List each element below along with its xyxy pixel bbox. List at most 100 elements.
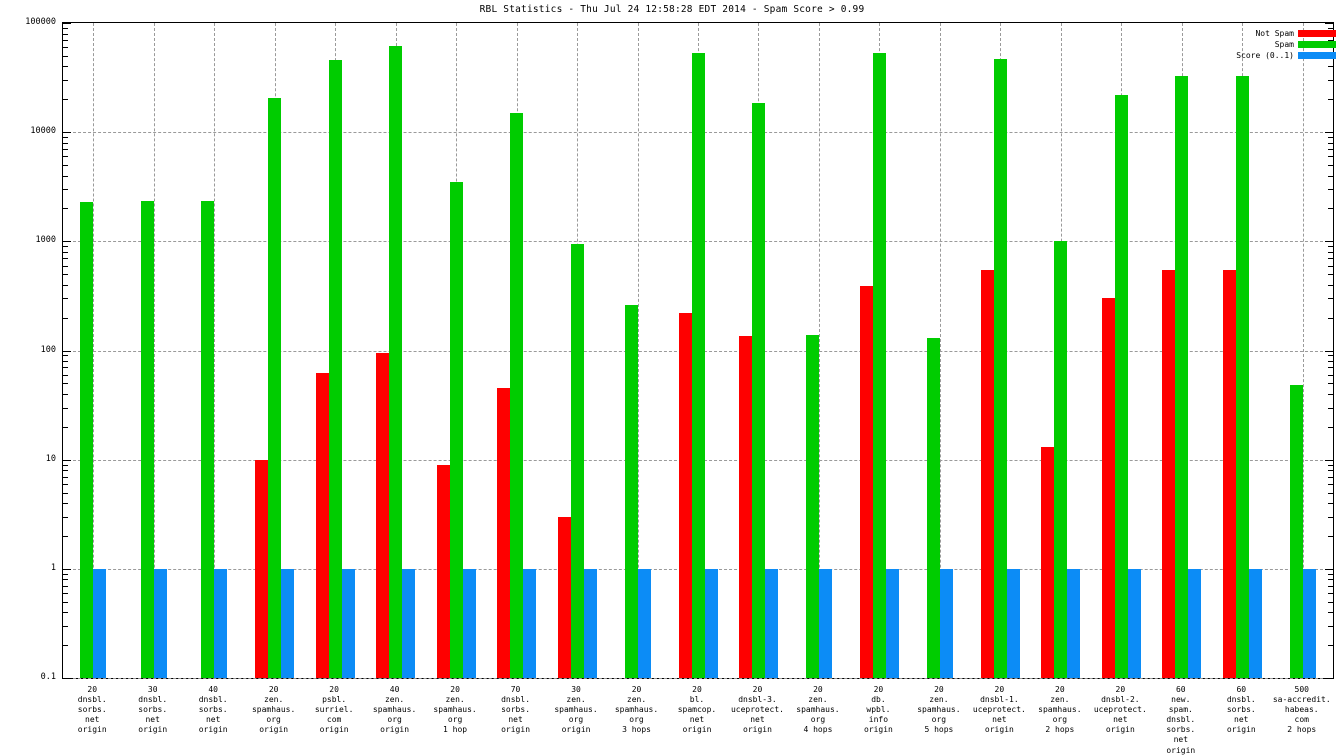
y-axis-minor-tick: [1328, 80, 1333, 82]
y-axis-minor-tick: [1328, 251, 1333, 253]
x-axis-label: 20 zen. spamhaus. org 2 hops: [1038, 685, 1082, 735]
y-axis-minor-tick: [1328, 393, 1333, 395]
legend-item-not-spam: Not Spam: [1236, 28, 1336, 38]
y-axis-minor-tick: [1328, 383, 1333, 385]
bar-spam: [449, 181, 463, 678]
y-axis-minor-tick: [63, 573, 68, 575]
bar-not-spam: [376, 352, 390, 678]
legend-swatch-score: [1298, 51, 1336, 59]
y-axis-minor-tick: [1328, 407, 1333, 409]
y-axis-minor-tick: [63, 625, 68, 627]
y-axis-minor-tick: [1328, 625, 1333, 627]
y-axis-minor-tick: [1328, 258, 1333, 260]
y-axis-minor-tick: [63, 593, 68, 595]
bar-score: [214, 568, 228, 678]
bar-score: [704, 568, 718, 678]
y-axis-minor-tick: [1328, 66, 1333, 68]
bar-spam: [201, 200, 215, 678]
y-axis-minor-tick: [1328, 579, 1333, 581]
bar-spam: [1235, 75, 1249, 678]
gridline-vertical: [1302, 23, 1304, 678]
gridline-vertical: [637, 23, 639, 678]
chart-title: RBL Statistics - Thu Jul 24 12:58:28 EDT…: [479, 4, 865, 15]
bar-spam: [872, 53, 886, 678]
bar-not-spam: [1222, 269, 1236, 678]
bar-not-spam: [980, 269, 994, 678]
y-axis-label: 0.1: [40, 672, 56, 682]
bar-score: [1006, 568, 1020, 678]
bar-score: [402, 568, 416, 678]
y-axis-minor-tick: [63, 33, 68, 35]
x-axis-label: 20 zen. spamhaus. org origin: [251, 685, 296, 735]
y-axis-label: 100: [40, 344, 56, 355]
x-axis-label: 20 zen. spamhaus. org 3 hops: [614, 685, 659, 735]
y-axis-minor-tick: [63, 503, 68, 505]
bar-score: [341, 568, 355, 678]
bar-not-spam: [436, 464, 450, 678]
bar-score: [1127, 568, 1141, 678]
y-axis-minor-tick: [63, 189, 68, 191]
y-axis-tick: [63, 23, 71, 24]
bar-not-spam: [738, 336, 752, 678]
y-axis-label: 1: [50, 562, 56, 573]
x-axis-label: 60 new. spam. dnsbl. sorbs. net origin: [1166, 685, 1196, 755]
y-axis-minor-tick: [1328, 156, 1333, 158]
gridline-vertical: [93, 23, 95, 678]
legend-swatch-not-spam: [1298, 29, 1336, 37]
y-axis-minor-tick: [63, 284, 68, 286]
bar-not-spam: [1101, 298, 1115, 678]
y-axis-minor-tick: [63, 383, 68, 385]
y-axis-minor-tick: [1328, 361, 1333, 363]
y-axis-minor-tick: [1328, 137, 1333, 139]
y-axis-minor-tick: [63, 99, 68, 101]
y-axis-label: 1000: [35, 235, 56, 246]
legend-item-spam: Spam: [1236, 39, 1336, 49]
gridline-vertical: [153, 23, 155, 678]
y-axis-minor-tick: [63, 535, 68, 537]
bar-score: [153, 568, 167, 678]
y-axis-tick: [63, 459, 71, 461]
y-axis-minor-tick: [63, 137, 68, 139]
y-axis-minor-tick: [63, 55, 68, 57]
bar-score: [1067, 568, 1081, 678]
y-axis-minor-tick: [63, 476, 68, 478]
chart-legend: Not Spam Spam Score (0..1): [1236, 28, 1336, 61]
x-axis-label: 20 dnsbl-3. uceprotect. net origin: [730, 685, 784, 735]
y-axis-minor-tick: [63, 258, 68, 260]
y-axis-minor-tick: [1328, 367, 1333, 369]
bar-spam: [624, 305, 638, 678]
y-axis-minor-tick: [63, 470, 68, 472]
bar-spam: [570, 243, 584, 678]
y-axis-minor-tick: [63, 298, 68, 300]
y-axis-minor-tick: [63, 464, 68, 466]
y-axis-minor-tick: [63, 165, 68, 167]
y-axis-minor-tick: [1328, 573, 1333, 575]
bar-score: [1248, 568, 1262, 678]
x-axis-label: 60 dnsbl. sorbs. net origin: [1226, 685, 1256, 735]
y-axis-minor-tick: [63, 492, 68, 494]
y-axis-minor-tick: [63, 274, 68, 276]
bar-not-spam: [557, 516, 571, 678]
y-axis-minor-tick: [63, 246, 68, 248]
bar-score: [764, 568, 778, 678]
y-axis-tick: [1325, 568, 1333, 570]
y-axis-minor-tick: [63, 516, 68, 518]
bar-score: [1188, 568, 1202, 678]
bar-spam: [140, 200, 154, 678]
y-axis-minor-tick: [63, 601, 68, 603]
y-axis-minor-tick: [63, 251, 68, 253]
y-axis-minor-tick: [1328, 601, 1333, 603]
y-axis-minor-tick: [63, 585, 68, 587]
y-axis-tick: [63, 350, 71, 352]
y-axis-minor-tick: [63, 361, 68, 363]
y-axis-minor-tick: [1328, 298, 1333, 300]
y-axis-minor-tick: [63, 645, 68, 647]
bar-score: [281, 568, 295, 678]
y-axis-minor-tick: [1328, 189, 1333, 191]
y-axis-minor-tick: [63, 317, 68, 319]
bar-not-spam: [1162, 269, 1176, 678]
y-axis-minor-tick: [1328, 593, 1333, 595]
y-axis-minor-tick: [1328, 47, 1333, 49]
y-axis-tick: [1325, 23, 1333, 24]
